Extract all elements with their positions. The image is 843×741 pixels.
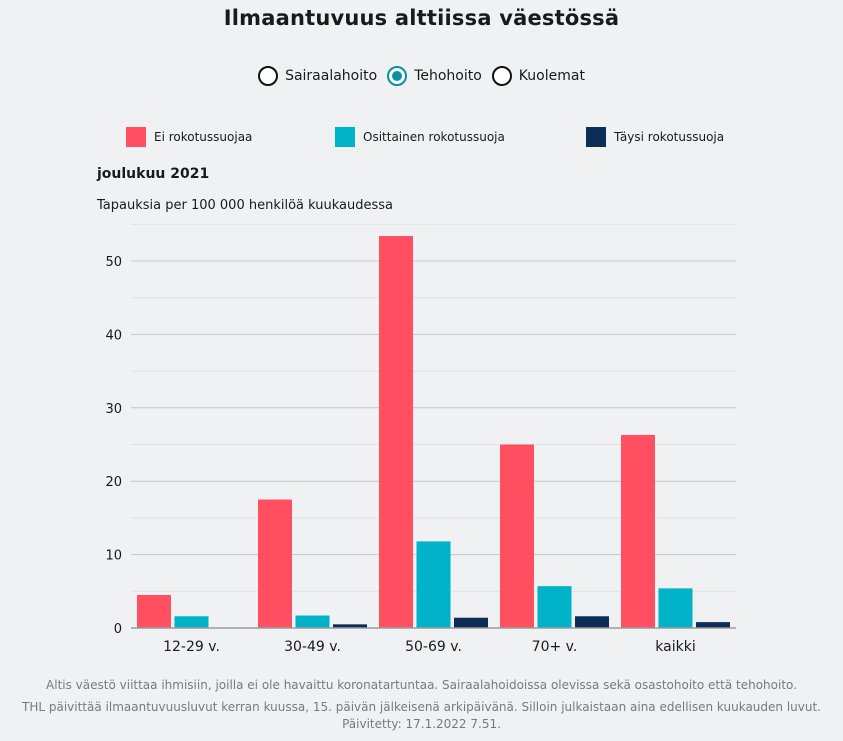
footer-note-population: Altis väestö viittaa ihmisiin, joilla ei… — [46, 678, 797, 692]
x-tick-label: 12-29 v. — [163, 639, 220, 655]
metric-selector: Sairaalahoito Tehohoito Kuolemat — [0, 66, 843, 86]
radio-kuolemat[interactable]: Kuolemat — [491, 66, 585, 86]
x-tick-label: kaikki — [655, 639, 695, 655]
chart-title: Ilmaantuvuus alttiissa väestössä — [223, 6, 620, 30]
y-axis-label: Tapauksia per 100 000 henkilöä kuukaudes… — [97, 198, 393, 213]
bar-partial — [295, 615, 330, 628]
y-tick-label: 0 — [114, 622, 122, 637]
chart-subtitle: joulukuu 2021 — [97, 166, 210, 182]
legend-label: Osittainen rokotussuoja — [363, 130, 505, 144]
radio-button-icon[interactable] — [491, 66, 512, 86]
legend-item-unvaccinated: Ei rokotussuojaa — [126, 127, 252, 147]
footer-note-update: THL päivittää ilmaantuvuusluvut kerran k… — [22, 700, 821, 731]
bar-unvaccinated — [379, 236, 413, 628]
bar-partial — [537, 586, 572, 628]
legend-swatch — [586, 127, 606, 147]
x-tick-label: 30-49 v. — [284, 639, 341, 655]
legend-label: Täysi rokotussuoja — [614, 130, 725, 144]
bar-full — [696, 622, 730, 628]
legend-item-partial: Osittainen rokotussuoja — [335, 127, 505, 147]
legend-item-full: Täysi rokotussuoja — [586, 127, 724, 147]
bar-full — [333, 624, 367, 628]
y-tick-label: 50 — [105, 255, 122, 270]
bar-unvaccinated — [500, 444, 534, 628]
bar-unvaccinated — [621, 434, 655, 628]
radio-button-selected-icon[interactable] — [387, 66, 408, 86]
legend-label: Ei rokotussuojaa — [154, 130, 253, 144]
legend-swatch — [335, 127, 355, 147]
bar-full — [575, 616, 609, 628]
bar-full — [454, 617, 488, 628]
y-tick-label: 30 — [105, 402, 122, 417]
x-tick-label: 50-69 v. — [405, 639, 462, 655]
legend-swatch — [126, 127, 146, 147]
radio-label: Kuolemat — [518, 68, 585, 84]
bar-unvaccinated — [137, 594, 171, 628]
radio-label: Sairaalahoito — [285, 68, 378, 84]
radio-label: Tehohoito — [414, 68, 482, 84]
y-tick-label: 40 — [105, 328, 122, 343]
y-tick-label: 20 — [105, 475, 122, 490]
bar-partial — [416, 541, 451, 628]
bar-partial — [174, 616, 209, 628]
x-tick-label: 70+ v. — [532, 639, 578, 655]
radio-tehohoito[interactable]: Tehohoito — [387, 66, 482, 86]
y-tick-label: 10 — [105, 549, 122, 564]
bar-unvaccinated — [258, 499, 292, 628]
radio-sairaalahoito[interactable]: Sairaalahoito — [258, 66, 377, 86]
bar-partial — [658, 588, 693, 628]
radio-button-icon[interactable] — [258, 66, 279, 86]
